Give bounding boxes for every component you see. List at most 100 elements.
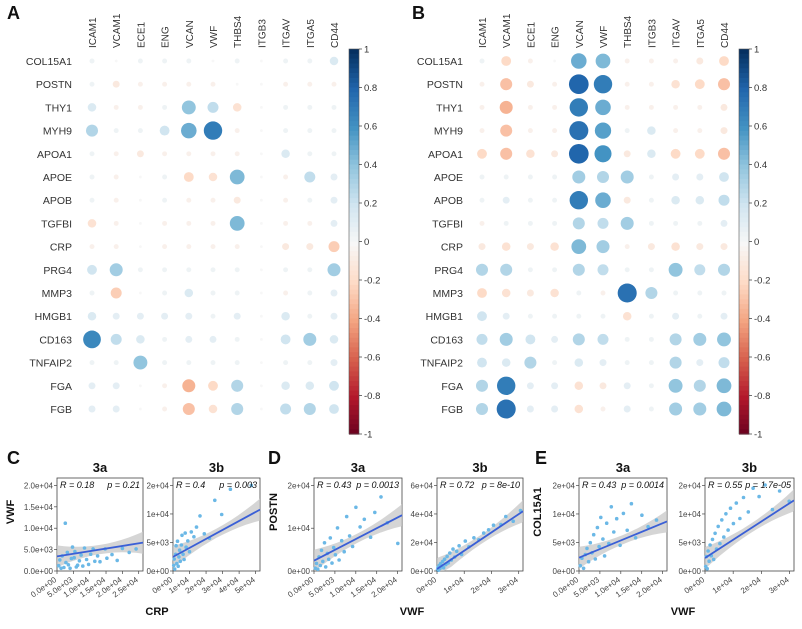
row-label-apob: APOB: [43, 195, 72, 207]
data-point: [335, 526, 340, 530]
data-point: [710, 537, 715, 542]
data-point: [599, 515, 603, 520]
correlation-dot: [477, 357, 487, 368]
data-point: [472, 536, 476, 540]
data-point: [718, 541, 722, 546]
correlation-dot: [595, 53, 611, 69]
correlation-dot: [696, 359, 704, 367]
data-point: [331, 545, 336, 550]
column-label-cd44: CD44: [330, 22, 341, 48]
colorbar-segment: [739, 246, 749, 252]
data-point: [625, 528, 629, 533]
data-point: [633, 536, 638, 540]
correlation-dot: [137, 104, 143, 110]
colorbar-segment: [739, 241, 749, 247]
correlation-dot: [307, 151, 313, 157]
correlation-dot: [694, 264, 706, 276]
correlation-dot: [283, 81, 289, 87]
colorbar-segment: [349, 87, 359, 93]
data-point: [249, 483, 254, 488]
correlation-dot: [162, 290, 168, 296]
data-point: [171, 563, 176, 568]
correlation-dot: [648, 267, 654, 273]
correlation-dot: [329, 335, 339, 344]
correlation-dot: [229, 169, 245, 185]
panel-letter-a: A: [7, 3, 20, 23]
colorbar-tick-label: -0.4: [754, 314, 770, 325]
colorbar-segment: [349, 342, 359, 348]
correlation-dot: [182, 402, 195, 416]
correlation-dot: [527, 104, 533, 110]
data-point: [219, 512, 224, 517]
data-point: [318, 563, 323, 568]
column-label-vwf: VWF: [599, 26, 610, 48]
correlation-dot: [527, 267, 533, 273]
correlation-dot: [501, 288, 511, 298]
colorbar-segment: [349, 231, 359, 238]
correlation-dot: [186, 81, 192, 87]
correlation-dot: [329, 56, 339, 66]
colorbar-segment: [739, 188, 749, 194]
y-tick-label: 0e+00: [147, 567, 170, 576]
colorbar-segment: [739, 323, 749, 329]
row-label-fgb: FGB: [441, 404, 463, 416]
data-point: [63, 521, 68, 525]
colorbar-segment: [739, 275, 749, 281]
data-point: [585, 546, 589, 551]
correlation-r: R = 0.43: [582, 480, 616, 490]
data-point: [614, 516, 619, 521]
correlation-dot: [283, 104, 289, 110]
colorbar-segment: [739, 409, 749, 416]
colorbar-tick-label: 0: [364, 237, 369, 248]
colorbar-tick-label: -0.6: [364, 353, 380, 364]
correlation-dot: [477, 311, 487, 322]
correlation-dot: [696, 243, 704, 251]
colorbar-segment: [739, 63, 749, 69]
correlation-dot: [113, 174, 119, 180]
correlation-dot: [648, 104, 654, 110]
y-tick-label: 0e+00: [553, 567, 576, 576]
colorbar-segment: [739, 212, 749, 219]
correlation-dot: [648, 383, 654, 389]
p-value: p = 0.0013: [355, 480, 399, 490]
correlation-dot: [671, 79, 680, 89]
correlation-dot: [137, 267, 143, 273]
correlation-dot: [624, 360, 630, 366]
data-point: [738, 516, 742, 521]
facet-title: 3a: [93, 460, 108, 475]
correlation-dot: [552, 174, 558, 180]
correlation-dot: [574, 381, 584, 391]
y-tick-label: 1.0e+04: [24, 524, 54, 533]
correlation-dot: [594, 122, 612, 139]
correlation-dot: [260, 291, 263, 295]
correlation-dot: [87, 311, 97, 321]
data-point: [654, 518, 659, 522]
y-tick-label: 2e+04: [679, 481, 702, 490]
data-point: [134, 547, 138, 551]
correlation-dot: [624, 244, 630, 250]
data-point: [344, 514, 349, 519]
correlation-dot: [112, 80, 120, 88]
correlation-r: R = 0.43: [317, 480, 351, 490]
data-point: [716, 524, 720, 529]
colorbar-segment: [349, 400, 359, 406]
data-point: [127, 550, 131, 555]
correlation-dot: [624, 336, 630, 342]
row-label-col15a1: COL15A1: [26, 56, 72, 68]
correlation-dot: [112, 405, 120, 413]
correlation-dot: [599, 382, 607, 390]
colorbar-segment: [739, 332, 749, 339]
y-tick-label: 5e+03: [147, 538, 170, 547]
correlation-dot: [668, 262, 683, 277]
colorbar-segment: [349, 183, 359, 190]
colorbar-segment: [349, 385, 359, 392]
correlation-dot: [527, 128, 533, 134]
column-label-cd44: CD44: [720, 22, 731, 48]
colorbar-tick-label: 0.6: [364, 122, 377, 133]
column-label-itgb3: ITGB3: [647, 19, 658, 48]
correlation-dot: [235, 82, 239, 86]
regression-line: [56, 541, 144, 558]
correlation-dot: [329, 380, 339, 391]
correlation-dot: [283, 128, 289, 134]
data-point: [322, 541, 327, 545]
